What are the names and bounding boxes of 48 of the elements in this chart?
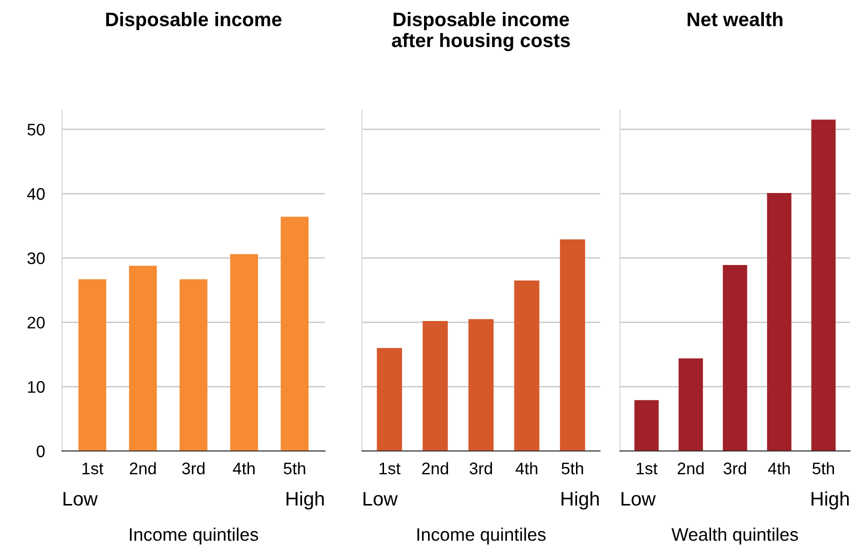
text: High xyxy=(812,491,849,510)
text: Low xyxy=(364,492,398,506)
x-tick-label: 5th xyxy=(562,462,584,474)
text: High xyxy=(286,491,324,510)
text: Low xyxy=(622,492,656,506)
chart-title: Disposable income xyxy=(106,12,282,30)
x-tick-label: 4th xyxy=(516,462,538,474)
y-tick-label: 10 xyxy=(28,381,45,393)
x-axis-title: Wealth quintiles xyxy=(672,528,798,544)
x-tick-label: 3rd xyxy=(182,462,204,474)
bar xyxy=(180,279,208,451)
x-tick-label: 5th xyxy=(284,462,306,474)
y-tick-label: 0 xyxy=(36,445,45,458)
x-tick-label: 1st xyxy=(380,462,400,474)
x-tick-label: 2nd xyxy=(678,462,704,474)
x-tick-label: 2nd xyxy=(422,462,448,474)
text: High xyxy=(562,491,599,510)
bar xyxy=(634,400,659,451)
x-tick-label: 4th xyxy=(768,462,790,474)
x-tick-label: 5th xyxy=(812,462,834,474)
x-tick-label: 1st xyxy=(82,462,104,474)
bar xyxy=(376,348,402,451)
x-axis-title: Income quintiles xyxy=(130,528,258,544)
bar xyxy=(129,266,157,451)
chart-title: Net wealth xyxy=(688,12,782,26)
y-tick-label: 50 xyxy=(27,124,45,136)
bar xyxy=(468,319,494,451)
y-tick-label: 40 xyxy=(27,188,45,200)
bar xyxy=(678,358,703,451)
y-tick-label: 20 xyxy=(28,316,45,329)
bar xyxy=(422,321,448,451)
chart-title: Disposable income after housing costs xyxy=(392,12,570,52)
x-tick-label: 4th xyxy=(232,462,255,474)
bar xyxy=(811,120,836,451)
x-tick-label: 3rd xyxy=(470,462,492,474)
y-tick-label: 30 xyxy=(27,252,45,264)
bar xyxy=(722,265,748,451)
bar xyxy=(230,254,258,451)
x-axis-title: Income quintiles xyxy=(417,528,546,544)
bar xyxy=(560,239,586,451)
x-tick-label: 2nd xyxy=(130,462,156,474)
bar xyxy=(78,279,106,451)
bar xyxy=(767,193,792,451)
x-tick-label: 1st xyxy=(636,462,658,474)
bar xyxy=(280,216,309,451)
bar xyxy=(514,280,540,451)
x-tick-label: 3rd xyxy=(724,462,746,474)
text: Low xyxy=(64,492,98,506)
